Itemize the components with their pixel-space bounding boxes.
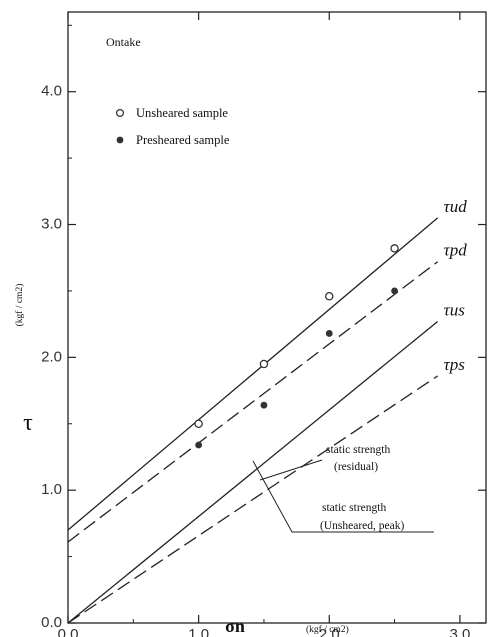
series-line — [67, 261, 439, 543]
annotation-residual-leader — [259, 459, 323, 481]
presheared-point — [391, 287, 398, 295]
x-tick-label: 3.0 — [449, 626, 470, 637]
y-axis-unit: (kgf / cm2) — [14, 284, 25, 327]
presheared-point — [325, 330, 333, 337]
x-axis-label: σn — [225, 616, 245, 636]
series-line — [67, 375, 439, 624]
unsheared-point — [324, 291, 334, 301]
series-line-label: τud — [444, 197, 468, 216]
series-line — [67, 320, 439, 624]
presheared-point — [260, 401, 268, 409]
series-line-label: τpd — [444, 241, 468, 260]
y-tick-label: 3.0 — [41, 215, 62, 232]
presheared-point — [195, 441, 203, 449]
annotation-residual-line1: static strength — [326, 444, 390, 456]
unsheared-point — [194, 419, 203, 429]
annotation-peak-line2: (Unsheared, peak) — [320, 520, 404, 532]
series-line-label: τps — [444, 355, 466, 374]
annotation-peak-leader — [252, 460, 434, 533]
x-tick-label: 1.0 — [188, 626, 209, 637]
y-tick-label: 4.0 — [41, 83, 62, 100]
plot-frame — [67, 11, 487, 624]
series-line-label: τus — [444, 300, 466, 319]
y-axis-label: τ — [23, 410, 33, 436]
annotation-residual-line2: (residual) — [334, 461, 378, 473]
y-tick-label: 2.0 — [41, 348, 62, 365]
x-tick-label: 0.0 — [58, 626, 79, 637]
chart-title: Ontake — [106, 35, 141, 49]
legend-presheared-label: Presheared sample — [136, 133, 230, 147]
legend-presheared-marker — [116, 136, 124, 144]
annotation-peak-line1: static strength — [322, 502, 386, 514]
y-tick-label: 1.0 — [41, 481, 62, 498]
unsheared-point — [390, 244, 399, 253]
unsheared-point — [259, 359, 269, 369]
x-tick-label: 2.0 — [319, 626, 340, 637]
series-line — [67, 217, 439, 531]
x-axis-unit: (kgf / cm2) — [306, 624, 349, 635]
legend-unsheared-marker — [115, 108, 125, 118]
y-tick-label: 0.0 — [41, 614, 62, 631]
legend-unsheared-label: Unsheared sample — [136, 106, 228, 120]
